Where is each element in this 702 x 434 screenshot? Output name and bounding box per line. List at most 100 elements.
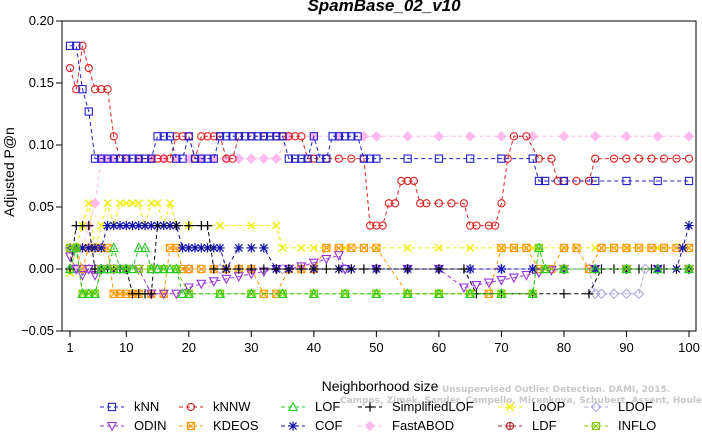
data-point-lof xyxy=(652,263,663,274)
data-point-cof xyxy=(465,264,475,274)
data-point-simplifiedlof xyxy=(152,221,163,231)
data-point-fastabod xyxy=(558,131,570,142)
data-point-knn xyxy=(140,154,150,163)
data-point-fastabod xyxy=(621,131,632,142)
data-point-cof xyxy=(209,243,219,253)
legend-label-ldf: LDF xyxy=(532,418,557,433)
data-point-kdeos xyxy=(522,243,531,253)
x-tick-label: 60 xyxy=(432,340,446,355)
x-axis: 1 10 20 30 40 50 60 70 80 90 100 xyxy=(66,331,700,355)
data-point-loop xyxy=(134,199,143,208)
data-point-loop xyxy=(97,221,106,230)
y-axis: −0.05 0.00 0.05 0.10 0.15 0.20 xyxy=(21,13,62,338)
x-tick-label: 70 xyxy=(494,340,508,355)
legend-label-odin: ODIN xyxy=(134,418,167,433)
data-point-knn xyxy=(684,176,694,186)
data-point-kdeos xyxy=(359,243,369,253)
legend-label-knnw: kNNW xyxy=(213,399,251,414)
legend: kNN kNNW LOF SimplifiedLOF LoOP LDOF ODIN KDEOS… xyxy=(100,399,656,433)
data-point-knn xyxy=(497,154,506,163)
data-point-cof xyxy=(246,243,256,253)
data-point-lof xyxy=(540,263,551,274)
data-point-cof xyxy=(259,243,269,253)
data-point-knnw xyxy=(472,221,481,230)
data-point-knnw xyxy=(228,154,237,163)
data-point-cof xyxy=(684,221,694,231)
data-point-lof xyxy=(308,288,319,298)
data-point-knnw xyxy=(672,154,681,163)
data-point-loop xyxy=(297,243,306,253)
data-point-knnw xyxy=(422,199,431,208)
legend-marker-kdeos xyxy=(186,421,196,431)
data-point-knnw xyxy=(415,199,425,208)
data-point-cof xyxy=(496,264,507,274)
data-point-kdeos xyxy=(347,243,356,253)
data-point-knnw xyxy=(509,132,519,141)
data-point-knnw xyxy=(466,221,475,230)
series-line-odin xyxy=(69,254,689,295)
data-point-simplifiedlof xyxy=(146,289,156,299)
data-point-lof xyxy=(683,263,695,274)
data-point-knnw xyxy=(97,85,106,94)
watermark-line-1: Unsupervised Outlier Detection. DAMI, 20… xyxy=(442,385,670,395)
x-tick-label: 50 xyxy=(369,340,383,355)
data-point-ldof xyxy=(621,288,632,300)
data-point-loop xyxy=(153,199,162,208)
data-point-cof xyxy=(528,264,538,274)
data-point-simplifiedlof xyxy=(359,264,369,274)
data-point-simplifiedlof xyxy=(334,264,344,274)
legend-item-ldof: LDOF xyxy=(584,399,653,414)
data-point-knn xyxy=(234,132,243,141)
data-point-loop xyxy=(115,199,125,208)
data-point-simplifiedlof xyxy=(171,221,181,231)
data-point-knn xyxy=(197,154,206,163)
x-tick-label: 30 xyxy=(244,340,258,355)
y-tick-label: 0.05 xyxy=(29,199,54,214)
legend-item-knn: kNN xyxy=(100,399,159,414)
data-point-odin xyxy=(321,254,332,265)
data-point-ldof xyxy=(633,288,645,300)
data-point-knnw xyxy=(84,63,93,73)
data-point-knn xyxy=(466,154,475,163)
data-point-fastabod xyxy=(464,131,476,142)
data-point-knnw xyxy=(172,132,181,141)
data-point-simplifiedlof xyxy=(459,264,469,274)
data-point-cof xyxy=(190,243,200,253)
data-point-knnw xyxy=(634,154,644,163)
data-point-lof xyxy=(64,263,76,274)
data-point-knnw xyxy=(78,41,87,50)
data-point-lof xyxy=(246,288,257,298)
data-point-loop xyxy=(309,243,318,253)
x-tick-label: 80 xyxy=(557,340,571,355)
data-point-knnw xyxy=(103,85,112,94)
data-point-knn xyxy=(203,154,212,163)
data-point-knn xyxy=(528,154,537,163)
data-point-odin xyxy=(158,289,169,300)
data-point-knn xyxy=(541,176,550,186)
data-point-lof xyxy=(127,263,138,274)
data-point-knnw xyxy=(547,154,556,163)
data-point-cof xyxy=(140,221,150,231)
data-point-knn xyxy=(90,154,100,163)
data-point-knn xyxy=(222,132,231,141)
data-point-knn xyxy=(365,154,375,163)
legend-item-odin: ODIN xyxy=(100,418,167,433)
data-point-lof xyxy=(77,288,88,298)
data-point-knn xyxy=(591,176,600,186)
data-point-loop xyxy=(165,199,175,208)
data-point-knnw xyxy=(503,154,512,163)
plot-area xyxy=(64,41,695,300)
data-point-odin xyxy=(196,279,207,290)
data-point-simplifiedlof xyxy=(321,264,331,274)
series-knn xyxy=(65,41,694,186)
data-point-kdeos xyxy=(647,243,656,253)
data-point-lof xyxy=(96,263,107,274)
data-point-cof xyxy=(84,243,94,253)
data-point-knnw xyxy=(584,176,594,186)
data-point-knn xyxy=(190,154,200,163)
data-point-loop xyxy=(247,221,256,230)
x-tick-label: 90 xyxy=(619,340,633,355)
legend-label-ldof: LDOF xyxy=(618,399,653,414)
legend-marker-ldf xyxy=(505,421,515,431)
data-point-odin xyxy=(508,273,520,284)
